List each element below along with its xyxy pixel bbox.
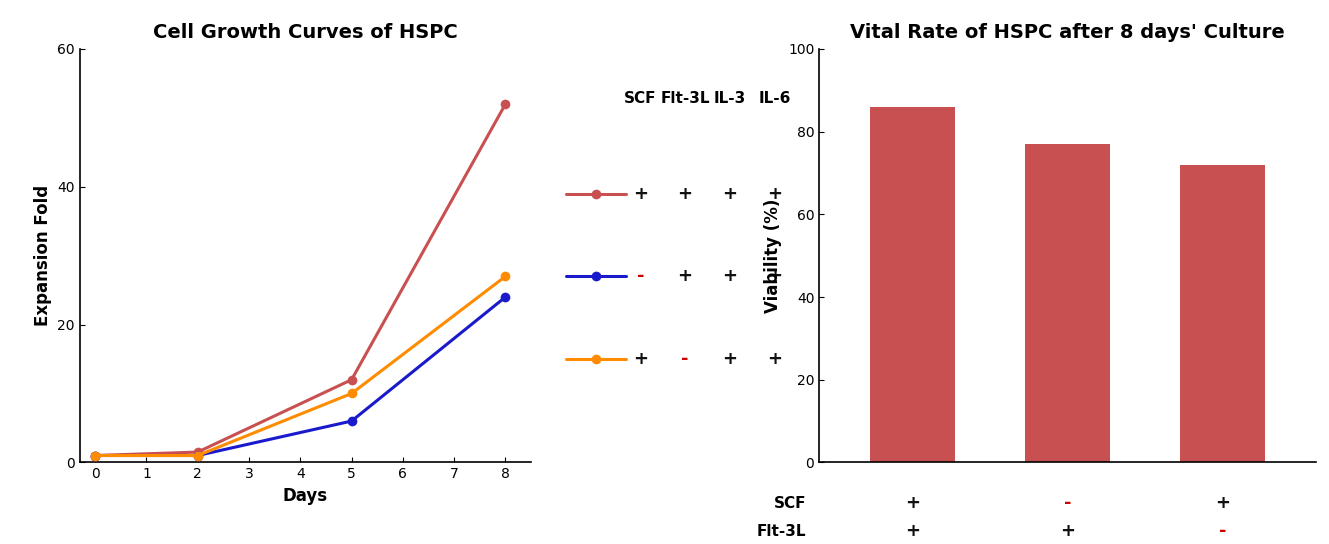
Bar xyxy=(1025,144,1110,462)
Text: +: + xyxy=(722,184,738,203)
Text: -: - xyxy=(1219,522,1227,541)
Text: +: + xyxy=(905,522,920,541)
Text: Flt-3L: Flt-3L xyxy=(756,524,805,539)
Title: Vital Rate of HSPC after 8 days' Culture: Vital Rate of HSPC after 8 days' Culture xyxy=(851,23,1285,42)
Text: +: + xyxy=(905,494,920,512)
Text: -: - xyxy=(1063,494,1071,512)
Text: +: + xyxy=(767,267,781,286)
Y-axis label: Viability (%): Viability (%) xyxy=(764,199,783,313)
Text: +: + xyxy=(722,350,738,368)
Text: +: + xyxy=(722,267,738,286)
Text: SCF: SCF xyxy=(625,91,657,106)
Bar xyxy=(869,107,956,462)
Text: +: + xyxy=(633,350,649,368)
Text: -: - xyxy=(637,267,645,286)
Text: +: + xyxy=(633,184,649,203)
Text: +: + xyxy=(1061,522,1075,541)
Text: +: + xyxy=(767,184,781,203)
Text: SCF: SCF xyxy=(773,496,805,511)
Y-axis label: Expansion Fold: Expansion Fold xyxy=(33,185,52,326)
Text: Flt-3L: Flt-3L xyxy=(661,91,710,106)
Text: +: + xyxy=(678,267,692,286)
Title: Cell Growth Curves of HSPC: Cell Growth Curves of HSPC xyxy=(153,23,457,42)
Text: +: + xyxy=(767,350,781,368)
Text: -: - xyxy=(682,350,688,368)
Text: +: + xyxy=(1215,494,1231,512)
Text: IL-3: IL-3 xyxy=(714,91,746,106)
Text: +: + xyxy=(678,184,692,203)
Text: IL-6: IL-6 xyxy=(759,91,791,106)
X-axis label: Days: Days xyxy=(283,487,328,505)
Bar xyxy=(1180,165,1265,462)
